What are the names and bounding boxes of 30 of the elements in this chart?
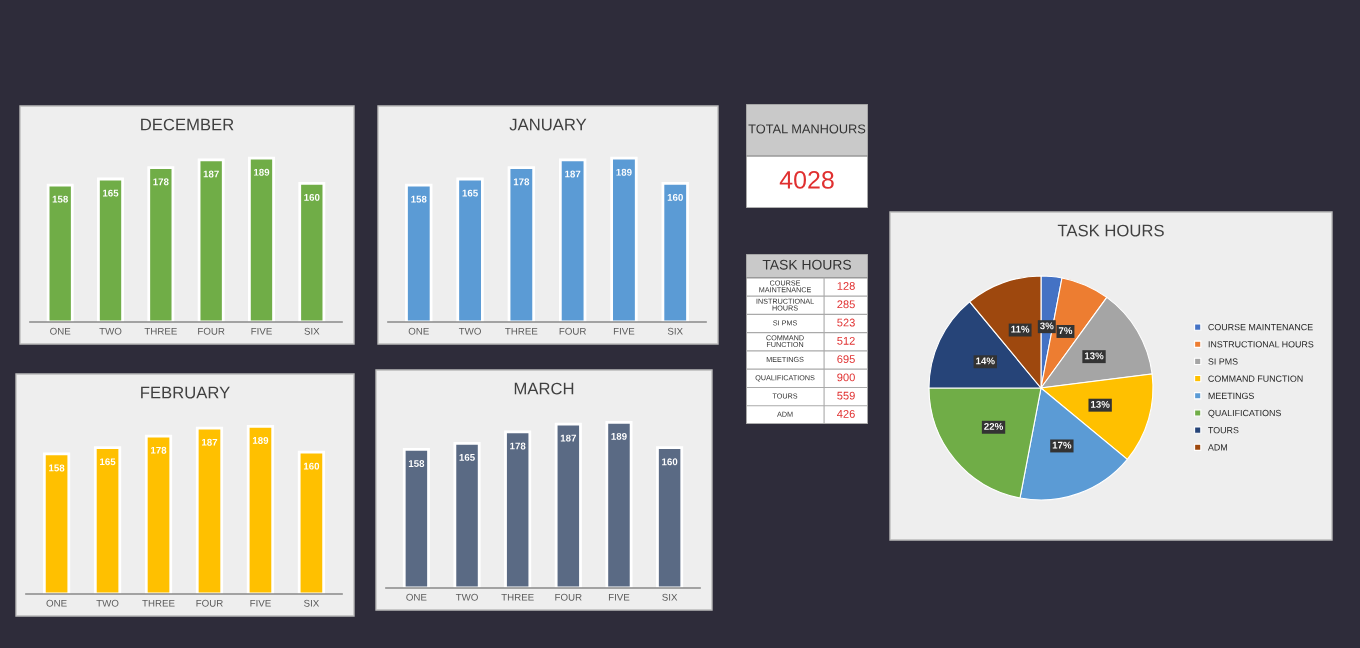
bar xyxy=(297,450,326,594)
bar xyxy=(147,166,175,322)
chart-title: FEBRUARY xyxy=(141,386,230,399)
bar xyxy=(46,183,74,322)
chart-title: MARCH xyxy=(514,382,574,395)
bar xyxy=(661,181,689,322)
bar xyxy=(405,183,433,322)
text: 4028 xyxy=(779,171,834,189)
bar xyxy=(97,177,124,322)
bar xyxy=(554,422,582,588)
bar xyxy=(453,441,481,588)
bar xyxy=(610,156,638,322)
bar xyxy=(42,452,71,594)
bar xyxy=(93,446,122,594)
bar xyxy=(248,156,275,322)
bar xyxy=(246,424,275,594)
bar xyxy=(605,420,633,588)
bar xyxy=(456,177,484,322)
chart-title: TASK HOURS xyxy=(1057,224,1164,237)
chart-title: JANUARY xyxy=(509,118,587,131)
chart-title: DECEMBER xyxy=(141,118,234,131)
bar xyxy=(195,426,224,594)
bar xyxy=(656,446,684,588)
bar xyxy=(402,448,430,588)
bar xyxy=(144,434,173,594)
bar xyxy=(507,166,536,322)
bar xyxy=(558,158,587,322)
bar xyxy=(197,158,225,322)
bar xyxy=(298,181,326,322)
bar xyxy=(504,430,532,588)
